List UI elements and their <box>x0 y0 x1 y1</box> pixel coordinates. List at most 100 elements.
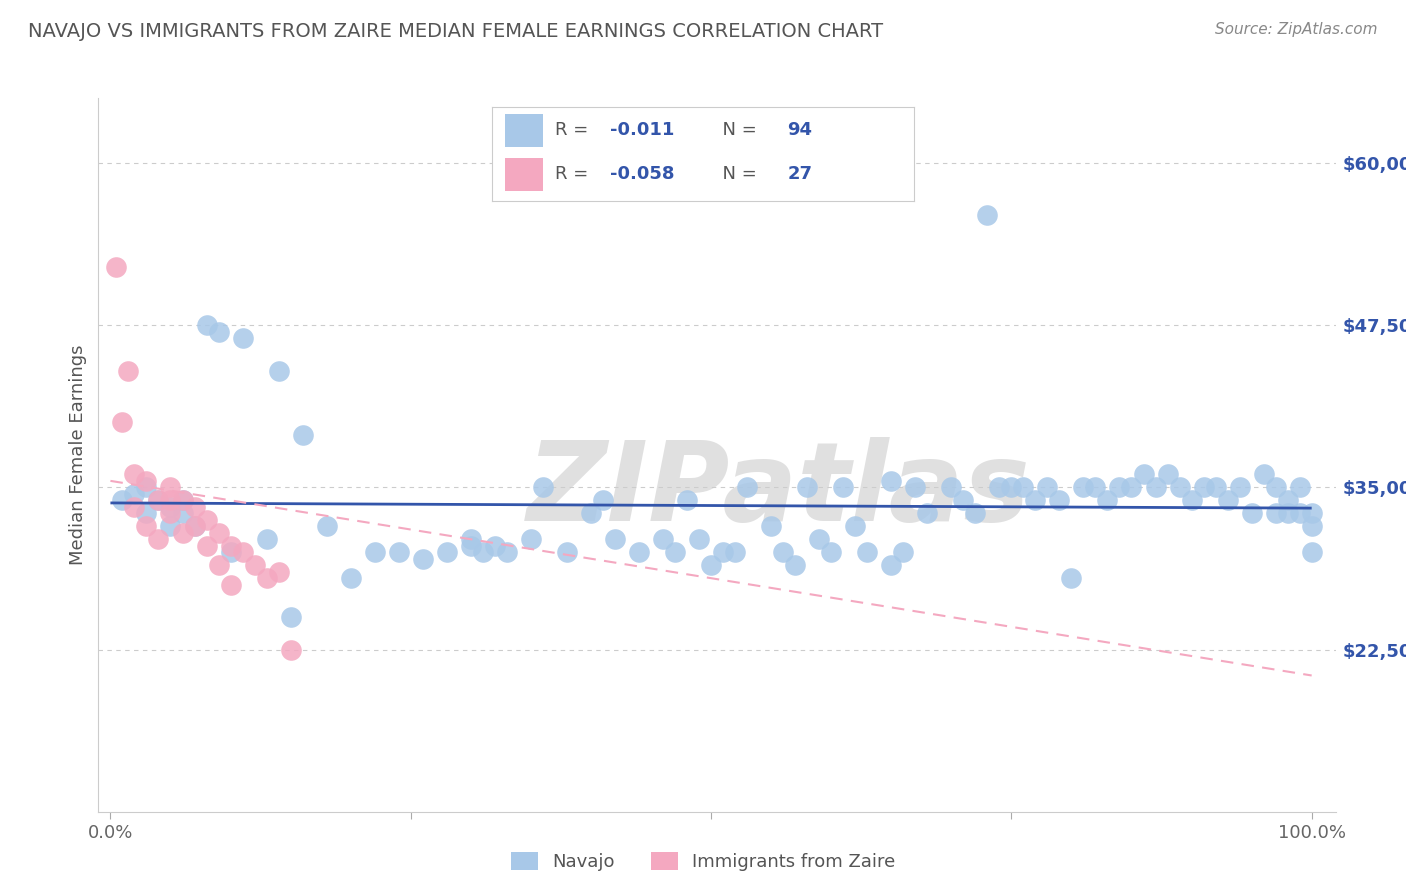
Point <box>700 558 723 573</box>
Point <box>495 545 517 559</box>
Point <box>124 500 146 514</box>
Point <box>785 558 807 573</box>
Point <box>183 519 205 533</box>
Point <box>1301 545 1323 559</box>
Point <box>256 533 278 547</box>
Point <box>965 506 987 520</box>
Point <box>1144 480 1167 494</box>
Point <box>207 558 229 573</box>
Point <box>1216 493 1239 508</box>
Point <box>232 545 254 559</box>
Point <box>1156 467 1178 482</box>
Point <box>484 539 506 553</box>
Point <box>1047 493 1070 508</box>
Point <box>531 480 554 494</box>
Point <box>267 565 290 579</box>
Point <box>844 519 866 533</box>
Point <box>688 533 710 547</box>
Point <box>1264 480 1286 494</box>
Point <box>891 545 914 559</box>
Point <box>135 480 157 494</box>
Point <box>111 416 134 430</box>
Point <box>207 325 229 339</box>
Point <box>159 506 181 520</box>
Point <box>759 519 782 533</box>
Point <box>711 545 734 559</box>
Text: N =: N = <box>711 166 763 184</box>
Text: ZIPatlas: ZIPatlas <box>527 437 1031 544</box>
Point <box>291 428 314 442</box>
Point <box>603 533 626 547</box>
Point <box>172 493 194 508</box>
Point <box>105 260 128 274</box>
Point <box>579 506 602 520</box>
Y-axis label: Median Female Earnings: Median Female Earnings <box>69 344 87 566</box>
Point <box>219 577 242 591</box>
Point <box>880 474 903 488</box>
Point <box>664 545 686 559</box>
Point <box>627 545 650 559</box>
Point <box>952 493 974 508</box>
Point <box>1277 493 1299 508</box>
Point <box>941 480 963 494</box>
Point <box>195 539 218 553</box>
Point <box>1000 480 1022 494</box>
Point <box>735 480 758 494</box>
Point <box>1024 493 1046 508</box>
Point <box>1036 480 1059 494</box>
Point <box>195 318 218 333</box>
Point <box>219 545 242 559</box>
Point <box>820 545 842 559</box>
Point <box>1084 480 1107 494</box>
Point <box>256 571 278 585</box>
Point <box>135 474 157 488</box>
Point <box>148 533 170 547</box>
Point <box>232 331 254 345</box>
Text: N =: N = <box>711 121 763 139</box>
Point <box>880 558 903 573</box>
Point <box>1264 506 1286 520</box>
Point <box>388 545 411 559</box>
Point <box>148 493 170 508</box>
Point <box>808 533 831 547</box>
Point <box>135 506 157 520</box>
Point <box>460 539 482 553</box>
Text: Source: ZipAtlas.com: Source: ZipAtlas.com <box>1215 22 1378 37</box>
Point <box>1192 480 1215 494</box>
Point <box>159 519 181 533</box>
Point <box>1288 480 1310 494</box>
Point <box>280 610 302 624</box>
Point <box>117 363 139 377</box>
Point <box>592 493 614 508</box>
Text: 27: 27 <box>787 166 813 184</box>
Point <box>1073 480 1095 494</box>
Text: -0.011: -0.011 <box>610 121 675 139</box>
Point <box>1253 467 1275 482</box>
Point <box>111 493 134 508</box>
Legend: Navajo, Immigrants from Zaire: Navajo, Immigrants from Zaire <box>503 845 903 879</box>
Point <box>796 480 818 494</box>
Point <box>159 480 181 494</box>
Point <box>976 208 998 222</box>
Point <box>219 539 242 553</box>
Point <box>207 525 229 540</box>
Point <box>339 571 361 585</box>
Text: -0.058: -0.058 <box>610 166 675 184</box>
Point <box>724 545 747 559</box>
Point <box>195 513 218 527</box>
Point <box>1205 480 1227 494</box>
Point <box>1132 467 1154 482</box>
Point <box>1108 480 1130 494</box>
Point <box>243 558 266 573</box>
Point <box>1288 506 1310 520</box>
Point <box>520 533 543 547</box>
Bar <box>505 113 543 147</box>
Text: 94: 94 <box>787 121 813 139</box>
Point <box>436 545 458 559</box>
Point <box>172 506 194 520</box>
Point <box>172 525 194 540</box>
Point <box>1301 519 1323 533</box>
Text: R =: R = <box>555 121 595 139</box>
Point <box>1229 480 1251 494</box>
Point <box>856 545 879 559</box>
